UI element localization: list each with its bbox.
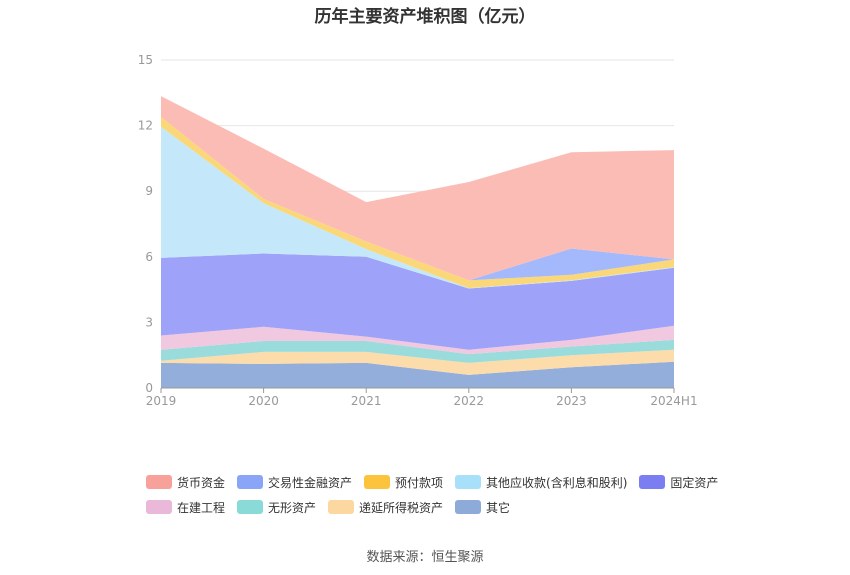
legend-item[interactable]: 固定资产 xyxy=(639,474,718,491)
x-tick-label: 2020 xyxy=(248,394,279,408)
legend-label: 其他应收款(含利息和股利) xyxy=(486,475,628,490)
area-series-5 xyxy=(161,126,674,289)
x-tick-label: 2022 xyxy=(454,394,485,408)
legend: 货币资金 交易性金融资产 预付款项 其他应收款(含利息和股利) 固定资产 在建工程 无形资… xyxy=(146,473,746,523)
chart-title: 历年主要资产堆积图（亿元） xyxy=(314,7,536,27)
legend-item[interactable]: 其他应收款(含利息和股利) xyxy=(455,474,627,491)
legend-label: 交易性金融资产 xyxy=(268,475,353,490)
legend-item[interactable]: 交易性金融资产 xyxy=(237,474,352,491)
legend-swatch xyxy=(146,475,172,489)
area-series-2 xyxy=(161,339,674,363)
x-tick-label: 2021 xyxy=(351,394,382,408)
legend-item[interactable]: 预付款项 xyxy=(364,474,443,491)
legend-swatch xyxy=(237,475,264,489)
legend-swatch xyxy=(455,475,482,489)
legend-swatch xyxy=(455,500,482,514)
legend-swatch xyxy=(364,475,391,489)
area-series-8 xyxy=(161,96,674,281)
axis-layer: 0 3 6 9 12 15 2019 2020 2021 2022 2023 2024H1 xyxy=(138,53,698,408)
y-tick-label: 0 xyxy=(145,381,153,395)
area-series-4 xyxy=(161,253,674,350)
area-layer xyxy=(161,96,674,388)
legend-label: 递延所得税资产 xyxy=(359,500,444,515)
x-tick-label: 2024H1 xyxy=(650,394,697,408)
legend-item[interactable]: 货币资金 xyxy=(146,474,225,491)
area-series-3 xyxy=(161,325,674,355)
y-tick-label: 12 xyxy=(138,119,153,133)
legend-item[interactable]: 在建工程 xyxy=(146,499,225,516)
legend-item[interactable]: 其它 xyxy=(455,499,510,516)
legend-item[interactable]: 递延所得税资产 xyxy=(328,499,443,516)
source-note: 数据来源：恒生聚源 xyxy=(366,550,484,565)
area-series-1 xyxy=(161,349,674,375)
legend-label: 预付款项 xyxy=(395,475,444,490)
legend-label: 无形资产 xyxy=(268,500,317,515)
x-tick-label: 2023 xyxy=(556,394,587,408)
area-series-6 xyxy=(161,116,674,289)
legend-row-1: 货币资金 交易性金融资产 预付款项 其他应收款(含利息和股利) 固定资产 xyxy=(146,473,746,491)
legend-label: 其它 xyxy=(486,500,511,515)
y-tick-label: 15 xyxy=(138,53,153,67)
legend-row-2: 在建工程 无形资产 递延所得税资产 其它 xyxy=(146,498,746,516)
area-series-7 xyxy=(161,116,674,281)
legend-swatch xyxy=(328,500,355,514)
legend-swatch xyxy=(237,500,264,514)
legend-label: 货币资金 xyxy=(177,475,226,490)
y-tick-label: 3 xyxy=(145,315,153,329)
legend-swatch xyxy=(146,500,172,514)
y-tick-label: 6 xyxy=(145,250,153,264)
legend-swatch xyxy=(639,475,666,489)
legend-item[interactable]: 无形资产 xyxy=(237,499,316,516)
legend-label: 在建工程 xyxy=(177,500,226,515)
y-tick-label: 9 xyxy=(145,184,153,198)
area-series-0 xyxy=(161,361,674,388)
legend-label: 固定资产 xyxy=(670,475,719,490)
x-tick-label: 2019 xyxy=(146,394,177,408)
